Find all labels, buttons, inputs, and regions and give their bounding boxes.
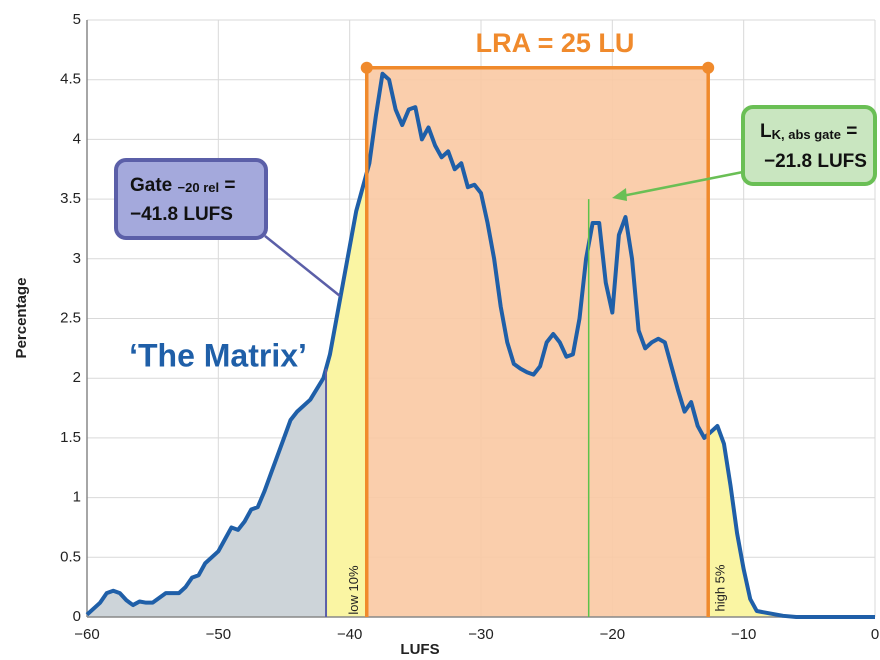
y-tick-label: 2.5 — [60, 309, 81, 326]
gate-sub: −20 rel — [178, 180, 220, 195]
gate-value: −41.8 LUFS — [130, 204, 233, 225]
k-text: LK, abs gate = — [760, 121, 857, 142]
x-tick-label: 0 — [871, 626, 879, 643]
x-tick-label: −10 — [731, 626, 756, 643]
x-tick-label: −40 — [337, 626, 362, 643]
film-label: ‘The Matrix’ — [129, 337, 307, 373]
y-tick-label: 5 — [73, 11, 81, 28]
k-pointer — [621, 170, 744, 198]
y-tick-label: 1.5 — [60, 429, 81, 446]
low-area — [326, 172, 367, 617]
lra-band — [366, 67, 709, 617]
y-tick-label: 3 — [73, 250, 81, 267]
gate-eq: = — [219, 175, 235, 196]
x-tick-label: −30 — [468, 626, 493, 643]
high-label: high 5% — [713, 564, 728, 611]
plot: 0 0.5 1 1.5 2 2.5 3 3.5 4 4.5 5 −60 −50 −40 −30 −20 −10 0… — [60, 11, 879, 643]
lra-label: LRA = 25 LU — [476, 28, 635, 58]
gate-pointer — [264, 235, 341, 297]
y-tick-label: 3.5 — [60, 190, 81, 207]
y-axis-label: Percentage — [13, 278, 30, 359]
y-tick-label: 0 — [73, 608, 81, 625]
lra-end — [360, 61, 373, 74]
distribution-line — [85, 71, 875, 619]
x-axis-label: LUFS — [400, 641, 439, 658]
k-word: L — [760, 121, 772, 142]
x-tick-label: −20 — [600, 626, 625, 643]
y-tick-label: 2 — [73, 369, 81, 386]
gate-word: Gate — [130, 175, 178, 196]
x-tick-label: −50 — [206, 626, 231, 643]
gate-text: Gate −20 rel = — [130, 175, 235, 196]
k-arrowhead — [612, 188, 627, 201]
gated-area — [87, 368, 327, 617]
high-area — [708, 425, 875, 617]
lra-end — [702, 61, 715, 74]
y-tick-label: 0.5 — [60, 548, 81, 565]
areas — [87, 67, 875, 617]
gate-box — [114, 158, 268, 240]
k-value: −21.8 LUFS — [764, 151, 867, 172]
low-label: low 10% — [346, 565, 361, 615]
y-tick-label: 4.5 — [60, 71, 81, 88]
y-tick-label: 4 — [73, 130, 81, 147]
k-eq: = — [841, 121, 857, 142]
k-sub: K, abs gate — [772, 127, 841, 142]
x-tick-label: −60 — [74, 626, 99, 643]
k-box — [741, 105, 877, 186]
y-tick-label: 1 — [73, 489, 81, 506]
